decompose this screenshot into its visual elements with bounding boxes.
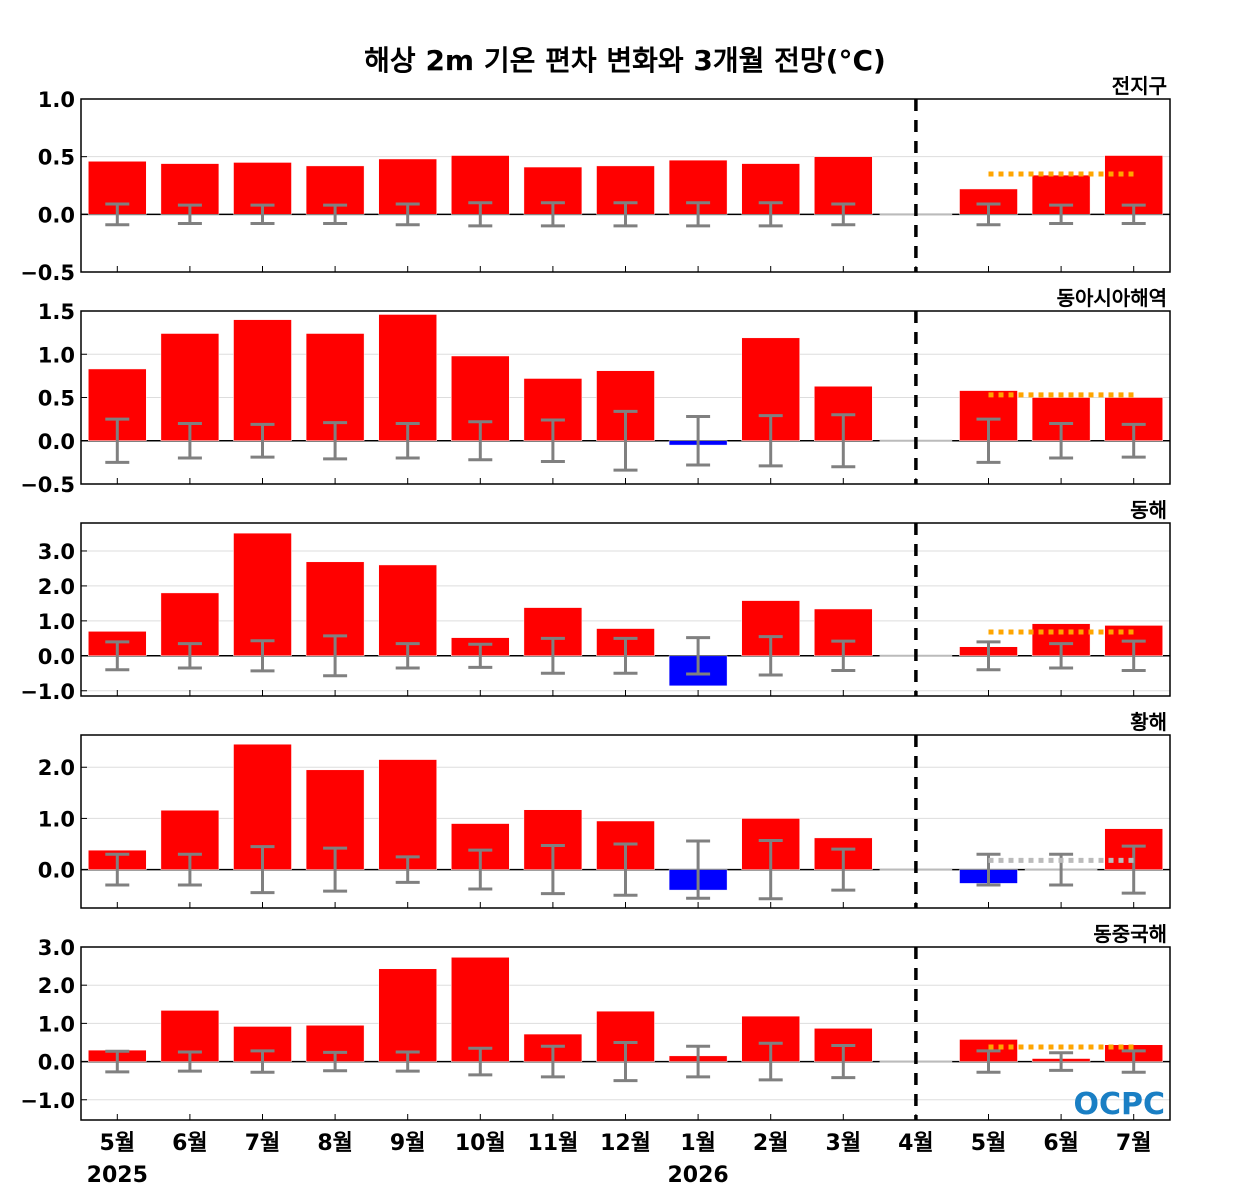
y-tick-label: 2.0 xyxy=(38,756,75,780)
y-tick-label: 0.0 xyxy=(38,430,75,454)
x-tick-label: 2월 xyxy=(753,1131,789,1156)
y-tick-label: 0.0 xyxy=(38,203,75,227)
y-tick-label: 0.5 xyxy=(38,387,75,411)
panel-1: −0.5 0.0 0.5 1.0 1.5 동아시아해역 xyxy=(20,286,1171,497)
y-tick-label: 0.0 xyxy=(38,1051,75,1075)
panel-label: 전지구 xyxy=(1112,74,1167,98)
chart-title: 해상 2m 기온 편차 변화와 3개월 전망(°C) xyxy=(364,44,886,77)
y-tick-label: −0.5 xyxy=(20,261,75,285)
y-tick-label: 1.0 xyxy=(38,1012,75,1036)
x-tick-label: 9월 xyxy=(390,1131,426,1156)
panel-3: 0.0 1.0 2.0 황해 xyxy=(38,710,1171,909)
y-tick-label: −1.0 xyxy=(20,680,75,704)
panel-label: 동아시아해역 xyxy=(1057,286,1167,310)
x-tick-label: 1월 xyxy=(680,1131,716,1156)
x-tick-label: 12월 xyxy=(600,1131,651,1156)
panel-frame xyxy=(80,522,1171,697)
x-tick-label: 6월 xyxy=(1043,1131,1079,1156)
panel-4: −1.0 0.0 1.0 2.0 3.0 동중국해 xyxy=(20,922,1171,1121)
panel-frame xyxy=(80,310,1171,485)
x-tick-label: 10월 xyxy=(455,1131,506,1156)
year-label: 2026 xyxy=(667,1163,728,1188)
y-tick-label: 0.0 xyxy=(38,859,75,883)
bar xyxy=(378,759,437,870)
panel-frame xyxy=(80,98,1171,273)
bar xyxy=(451,957,510,1062)
y-tick-label: 1.0 xyxy=(38,807,75,831)
y-tick-label: 2.0 xyxy=(38,974,75,998)
y-tick-label: −1.0 xyxy=(20,1089,75,1113)
bar xyxy=(1031,397,1091,441)
ocpc-logo: OCPC xyxy=(1073,1087,1165,1122)
panel-0: −0.5 0.0 0.5 1.0 전지구 xyxy=(20,74,1171,285)
panel-frame xyxy=(80,734,1171,909)
y-tick-label: 1.0 xyxy=(38,343,75,367)
y-tick-label: 3.0 xyxy=(38,540,75,564)
y-tick-label: 0.5 xyxy=(38,146,75,170)
x-tick-label: 7월 xyxy=(1116,1131,1152,1156)
x-tick-label: 6월 xyxy=(172,1131,208,1156)
x-tick-label: 5월 xyxy=(100,1131,136,1156)
panel-label: 황해 xyxy=(1130,710,1167,734)
x-tick-label: 5월 xyxy=(971,1131,1007,1156)
panel-2: −1.0 0.0 1.0 2.0 3.0 동해 xyxy=(20,498,1171,704)
bar xyxy=(88,368,147,441)
bar xyxy=(305,1025,365,1062)
y-tick-label: 3.0 xyxy=(38,936,75,960)
y-tick-label: 2.0 xyxy=(38,575,75,599)
x-tick-label: 8월 xyxy=(317,1131,353,1156)
y-tick-label: −0.5 xyxy=(20,473,75,497)
panel-frame xyxy=(80,946,1171,1121)
x-tick-label: 4월 xyxy=(898,1131,934,1156)
panel-label: 동해 xyxy=(1130,498,1167,522)
bar xyxy=(233,532,292,657)
y-tick-label: 1.0 xyxy=(38,88,75,112)
year-label: 2025 xyxy=(87,1163,148,1188)
y-tick-label: 1.0 xyxy=(38,610,75,634)
bar xyxy=(378,314,437,441)
y-tick-label: 1.5 xyxy=(38,300,75,324)
bar xyxy=(378,968,437,1062)
x-tick-label: 11월 xyxy=(527,1131,578,1156)
x-tick-label: 3월 xyxy=(826,1131,862,1156)
bar xyxy=(378,564,437,657)
y-tick-label: 0.0 xyxy=(38,645,75,669)
bar xyxy=(233,319,292,441)
panel-label: 동중국해 xyxy=(1093,922,1167,946)
x-tick-label: 7월 xyxy=(245,1131,281,1156)
